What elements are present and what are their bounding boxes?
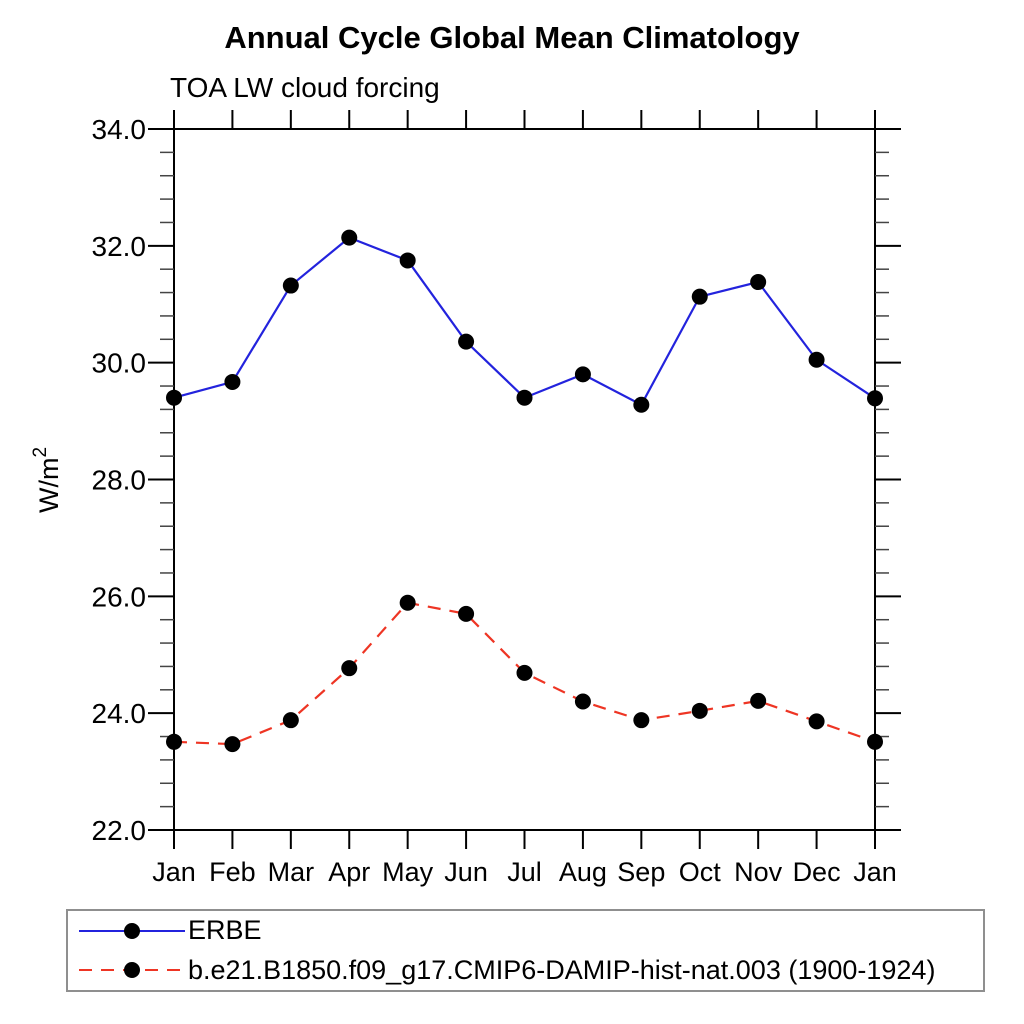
legend-item-erbe: ERBE [68,911,983,951]
legend-line-sample-dashed [79,962,185,979]
data-point-marker [867,733,883,750]
x-tick-label: Jul [507,857,542,887]
x-tick-label: Jan [853,857,897,887]
data-point-marker [516,664,533,681]
legend-item-model: b.e21.B1850.f09_g17.CMIP6-DAMIP-hist-nat… [68,951,983,991]
y-tick-label: 24.0 [92,698,147,729]
y-axis-title: W/m2 [30,447,64,513]
x-tick-label: Mar [268,857,315,887]
data-point-marker [282,712,299,729]
chart-title: Annual Cycle Global Mean Climatology [224,20,800,55]
legend: ERBE b.e21.B1850.f09_g17.CMIP6-DAMIP-his… [66,909,985,992]
x-tick-label: Nov [734,857,783,887]
legend-label: b.e21.B1850.f09_g17.CMIP6-DAMIP-hist-nat… [188,954,936,985]
data-point-marker [750,692,767,709]
y-tick-label: 26.0 [92,581,147,612]
legend-marker-icon [124,962,140,979]
y-tick-label: 32.0 [92,231,147,262]
y-tick-label: 22.0 [92,815,147,846]
data-point-marker [282,277,299,294]
line-chart: 22.0 24.0 26.0 28.0 30.0 32.0 34.0 Jan Feb Mar Apr… [30,110,901,887]
y-tick-label: 28.0 [92,465,147,496]
data-point-marker [691,288,708,305]
x-tick-label: Feb [209,857,256,887]
legend-label: ERBE [188,915,262,946]
data-point-marker [750,274,767,291]
data-point-marker [574,693,591,710]
y-tick-label: 34.0 [92,114,147,145]
x-tick-label: Oct [679,857,722,887]
x-tick-label: Jun [444,857,488,887]
chart-subtitle: TOA LW cloud forcing [170,72,440,103]
data-point-marker [458,605,475,622]
x-tick-label: Apr [328,857,370,887]
data-point-marker [224,373,241,390]
data-point-marker [399,594,416,611]
data-point-marker [867,390,883,407]
data-point-marker [633,396,650,413]
data-point-marker [166,389,182,406]
series-line-erbe [173,236,876,407]
data-point-marker [691,702,708,719]
data-point-marker [633,712,650,729]
plot-frame [173,128,876,831]
data-point-marker [341,229,358,246]
legend-marker-icon [124,922,140,939]
data-point-marker [341,660,358,677]
data-point-marker [224,736,241,753]
data-point-marker [458,333,475,350]
x-tick-label: May [382,857,434,887]
x-tick-label: Aug [559,857,607,887]
legend-line-sample-solid [79,922,185,939]
x-tick-label: Dec [793,857,841,887]
data-point-marker [166,733,182,750]
x-tick-label: Jan [152,857,196,887]
data-point-marker [574,366,591,383]
data-point-marker [808,713,825,730]
y-tick-label: 30.0 [92,348,147,379]
data-point-marker [399,252,416,269]
data-point-marker [516,389,533,406]
x-tick-label: Sep [617,857,665,887]
data-point-marker [808,351,825,368]
